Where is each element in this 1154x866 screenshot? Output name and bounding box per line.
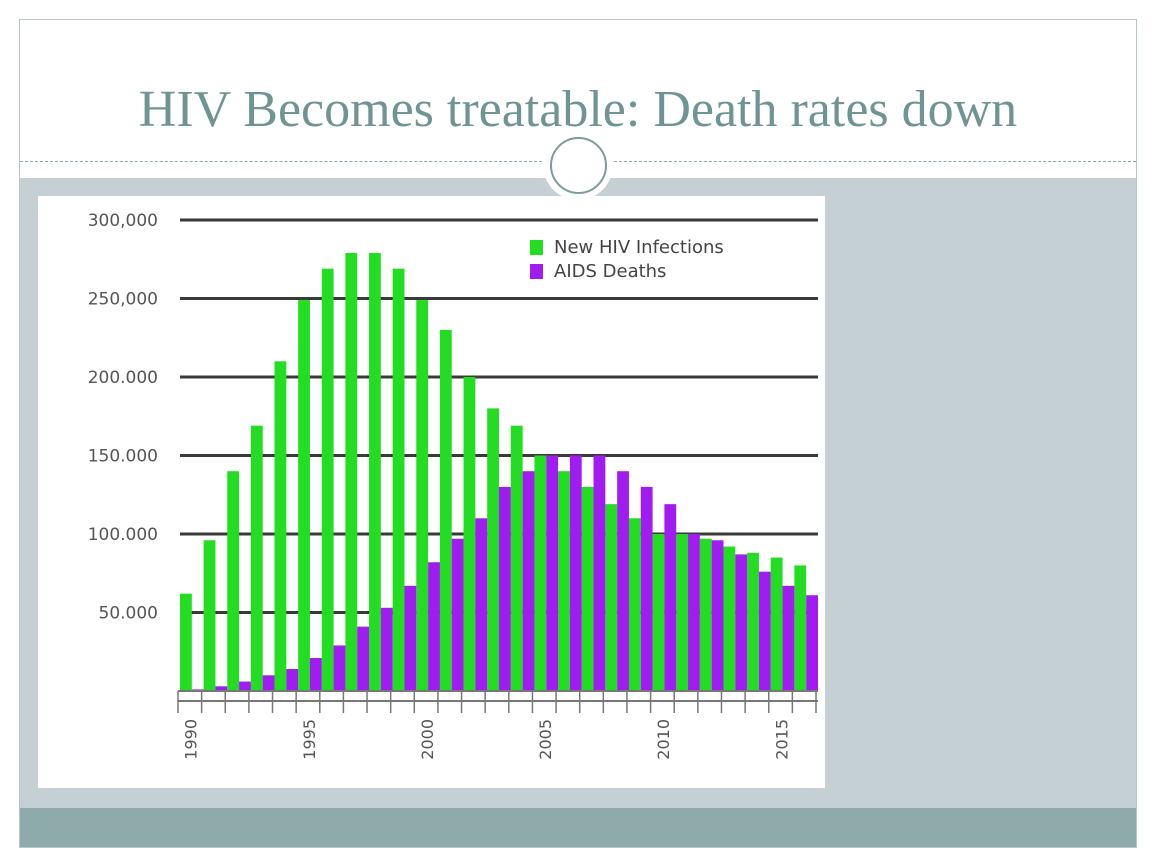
infection-bar [416, 300, 429, 691]
death-bar [428, 562, 440, 691]
slide-header: HIV Becomes treatable: Death rates down [20, 20, 1136, 200]
infection-bar [487, 408, 499, 691]
infection-bar [369, 252, 381, 691]
infection-bar [250, 425, 263, 691]
death-bar [286, 669, 299, 691]
death-bar [617, 471, 629, 691]
y-tick-label: 100.000 [88, 525, 158, 545]
chart-panel: 50.000 100.000 150.000 200.000 250,000 300,00… [38, 196, 825, 788]
infection-bar [581, 486, 594, 691]
death-bar [711, 540, 724, 691]
infection-bar [227, 471, 240, 691]
infection-bar [747, 552, 759, 691]
legend-label-infections: New HIV Infections [554, 237, 724, 258]
infection-bar [628, 518, 641, 691]
death-bar [215, 686, 228, 691]
infection-bar [180, 593, 192, 691]
death-bar [404, 585, 417, 691]
death-bar [640, 486, 653, 691]
death-bar [262, 675, 275, 691]
x-tick-label: 1990 [182, 719, 201, 760]
infection-bar [770, 557, 783, 691]
infection-bar [699, 538, 712, 691]
death-bar [782, 585, 795, 691]
x-tick-label: 2010 [654, 719, 673, 760]
death-bar [735, 554, 748, 691]
death-bar [664, 504, 677, 691]
infection-bar [298, 300, 310, 691]
death-bar [239, 681, 251, 691]
death-bar [593, 455, 606, 691]
slide-footer-band [20, 808, 1136, 847]
infection-bar [558, 471, 570, 691]
infection-bar [345, 252, 358, 691]
x-tick-label: 2005 [536, 719, 555, 760]
y-tick-label: 300,000 [88, 211, 158, 231]
x-tick-label: 1995 [300, 719, 319, 760]
y-tick-label: 150.000 [88, 447, 158, 467]
infection-bar [534, 455, 547, 691]
death-bar [688, 534, 700, 691]
infection-bar [203, 540, 216, 691]
infection-bar [676, 534, 689, 691]
infection-bar [274, 361, 287, 691]
death-bar [451, 538, 464, 691]
hiv-chart: 50.000 100.000 150.000 200.000 250,000 300,00… [88, 211, 818, 760]
infection-bar [605, 504, 618, 691]
legend-label-deaths: AIDS Deaths [554, 261, 666, 282]
death-bar [309, 658, 322, 691]
infection-bar [652, 534, 665, 691]
infection-bar [463, 377, 476, 691]
infection-bar [794, 565, 807, 691]
infection-bar [392, 268, 405, 691]
x-tick-label: 2015 [772, 719, 791, 760]
slide-title: HIV Becomes treatable: Death rates down [138, 81, 1018, 138]
infection-bar [321, 268, 334, 691]
legend-swatch-infections [530, 240, 543, 255]
infection-bar [439, 329, 452, 691]
divider-ring-icon [550, 137, 607, 194]
death-bar [758, 571, 771, 691]
death-bar [522, 471, 535, 691]
legend-swatch-deaths [530, 264, 543, 279]
death-bar [380, 607, 393, 691]
death-bar [357, 626, 370, 691]
y-tick-label: 250,000 [88, 290, 158, 310]
infection-bar [510, 425, 523, 691]
y-tick-label: 50.000 [99, 604, 158, 624]
death-bar [499, 486, 511, 691]
x-tick-label: 2000 [418, 719, 437, 760]
y-tick-label: 200.000 [88, 368, 158, 388]
death-bar [546, 455, 559, 691]
death-bar [333, 645, 346, 691]
death-bar [569, 455, 582, 691]
infection-bar [723, 546, 736, 691]
death-bar [475, 518, 488, 691]
death-bar [806, 595, 818, 691]
